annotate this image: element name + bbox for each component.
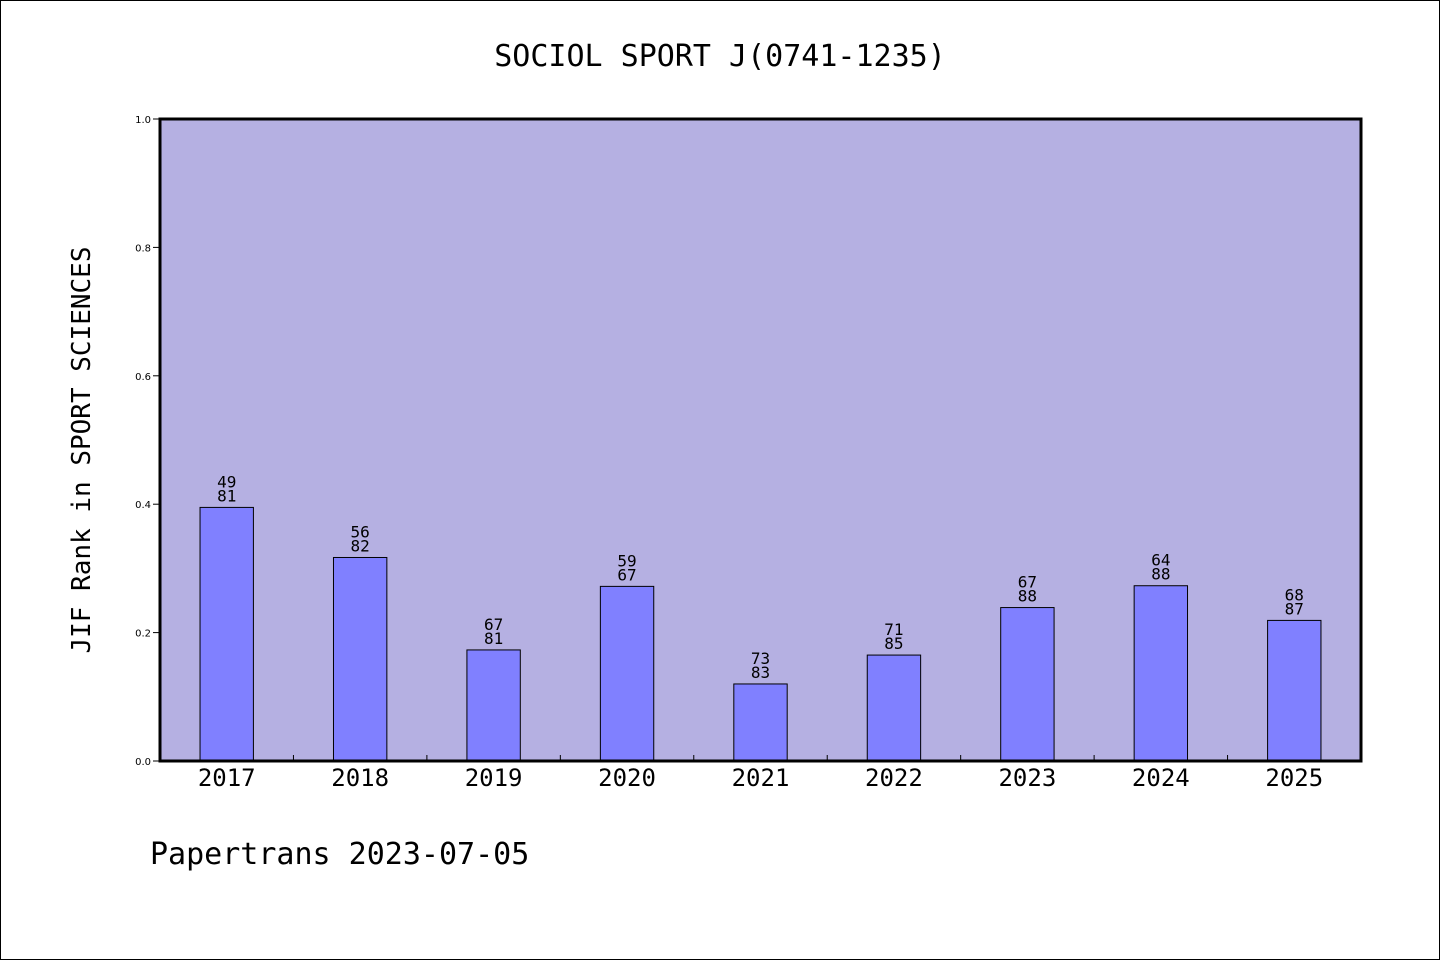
bar-label-bottom: 87 <box>1285 599 1304 618</box>
bar <box>1267 619 1322 762</box>
bar <box>599 585 655 762</box>
bar-label-bottom: 85 <box>884 634 903 653</box>
bar-label-bottom: 82 <box>351 536 370 555</box>
bar <box>1000 607 1055 762</box>
bar <box>466 649 521 762</box>
x-axis-ticks: 2017 2018 2019 2020 2021 2022 2023 2024 2025 <box>198 755 1323 792</box>
x-tick-label: 2025 <box>1265 764 1323 792</box>
bar <box>1133 585 1189 762</box>
bar-label-top: 73 <box>751 649 770 668</box>
bar-label-top: 68 <box>1285 585 1304 604</box>
x-tick-label: 2020 <box>598 764 656 792</box>
bar <box>199 506 254 762</box>
bar-label-top: 59 <box>617 551 636 570</box>
bar-label-bottom: 88 <box>1151 565 1170 584</box>
bar-label-bottom: 83 <box>751 663 770 682</box>
x-tick-label: 2017 <box>198 764 256 792</box>
y-axis-ticks: 0.0 0.2 0.4 0.6 0.8 1.0 <box>135 115 160 768</box>
bar-label-top: 67 <box>1018 573 1037 592</box>
bar <box>733 683 788 762</box>
bar-label-bottom: 88 <box>1018 587 1037 606</box>
y-tick-label: 0.6 <box>135 372 151 383</box>
y-tick-label: 0.2 <box>135 629 151 640</box>
bar-label-bottom: 67 <box>617 565 636 584</box>
bar-label-top: 64 <box>1151 551 1170 570</box>
x-tick-label: 2018 <box>331 764 389 792</box>
y-tick-label: 1.0 <box>135 115 151 126</box>
y-tick-label: 0.8 <box>135 243 151 254</box>
bar-label-top: 71 <box>884 620 903 639</box>
bar <box>866 654 922 762</box>
chart-title: SOCIOL SPORT J(0741-1235) <box>494 39 946 74</box>
bar-label-top: 67 <box>484 615 503 634</box>
y-axis-label: JIF Rank in SPORT SCIENCES <box>67 247 97 654</box>
y-tick-label: 0.4 <box>135 500 151 511</box>
bar-label-top: 49 <box>217 472 236 491</box>
x-tick-label: 2021 <box>732 764 790 792</box>
y-tick-label: 0.0 <box>135 757 151 768</box>
x-tick-label: 2023 <box>998 764 1056 792</box>
bar-label-bottom: 81 <box>484 629 503 648</box>
bar <box>332 556 388 762</box>
footer-text: Papertrans 2023-07-05 <box>150 837 529 872</box>
x-tick-label: 2019 <box>465 764 523 792</box>
bar-label-bottom: 81 <box>217 486 236 505</box>
bar-label-top: 56 <box>351 522 370 541</box>
plot-border <box>158 117 1363 763</box>
x-tick-label: 2024 <box>1132 764 1190 792</box>
x-tick-label: 2022 <box>865 764 923 792</box>
